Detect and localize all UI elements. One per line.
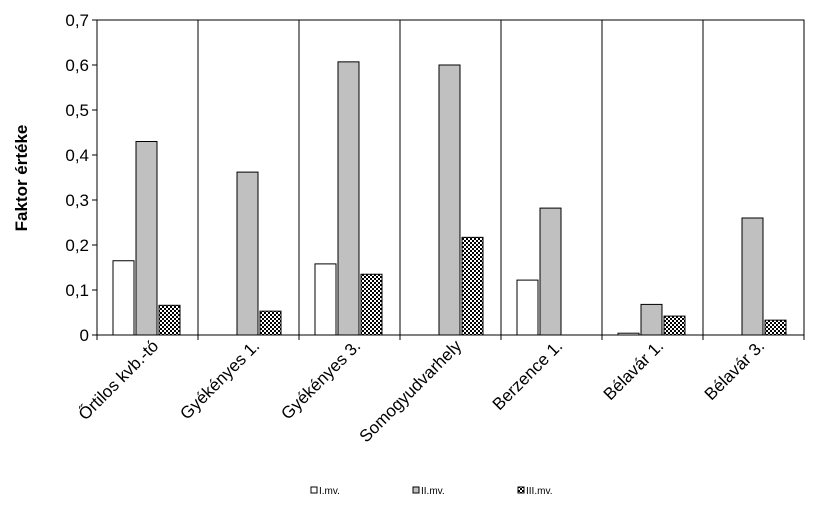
bar-2 bbox=[337, 61, 360, 336]
bar-1 bbox=[617, 332, 640, 336]
bar-3 bbox=[158, 304, 181, 336]
y-axis-label: Faktor értéke bbox=[12, 125, 31, 232]
bar-2 bbox=[236, 171, 259, 336]
y-tick-label: 0,4 bbox=[65, 146, 89, 165]
y-tick-label: 0 bbox=[80, 326, 89, 345]
x-tick-label: Bélavár 1. bbox=[600, 336, 668, 404]
bar-1 bbox=[112, 260, 135, 336]
bar-1 bbox=[314, 263, 337, 336]
y-tick-label: 0,1 bbox=[65, 281, 89, 300]
x-tick-label: Őrtilos kvb.-tó bbox=[75, 336, 163, 424]
y-axis: 0 0,1 0,2 0,3 0,4 0,5 0,6 0,7 bbox=[65, 11, 97, 345]
bars bbox=[112, 61, 787, 336]
x-tick-label: Somogyudvarhely bbox=[356, 336, 466, 446]
legend-swatch bbox=[517, 486, 525, 494]
bar-2 bbox=[741, 217, 764, 336]
x-tick-label: Berzence 1. bbox=[489, 336, 567, 414]
x-tick-label: Bélavár 3. bbox=[701, 336, 769, 404]
x-tick-label: Gyékényes 3. bbox=[277, 336, 364, 423]
x-axis: Őrtilos kvb.-tó Gyékényes 1. Gyékényes 3.S… bbox=[75, 335, 805, 446]
gridlines bbox=[197, 20, 704, 335]
bar-3 bbox=[259, 310, 282, 336]
bar-3 bbox=[663, 315, 686, 336]
bar-3 bbox=[461, 236, 484, 336]
y-tick-label: 0,2 bbox=[65, 236, 89, 255]
legend-swatch bbox=[412, 486, 420, 494]
y-tick-label: 0,5 bbox=[65, 101, 89, 120]
legend: I.mv. II.mv. III.mv. bbox=[310, 486, 552, 497]
y-tick-label: 0,3 bbox=[65, 191, 89, 210]
bar-2 bbox=[135, 141, 158, 336]
bar-1 bbox=[516, 279, 539, 336]
y-tick-label: 0,6 bbox=[65, 56, 89, 75]
legend-label: I.mv. bbox=[319, 486, 340, 497]
legend-swatch bbox=[310, 486, 318, 494]
bar-2 bbox=[539, 207, 562, 336]
legend-label: II.mv. bbox=[421, 486, 445, 497]
bar-2 bbox=[640, 303, 663, 336]
bar-3 bbox=[360, 273, 383, 336]
legend-label: III.mv. bbox=[526, 486, 552, 497]
x-tick-label: Gyékényes 1. bbox=[176, 336, 263, 423]
bar-3 bbox=[764, 319, 787, 336]
y-tick-label: 0,7 bbox=[65, 11, 89, 30]
bar-2 bbox=[438, 64, 461, 336]
